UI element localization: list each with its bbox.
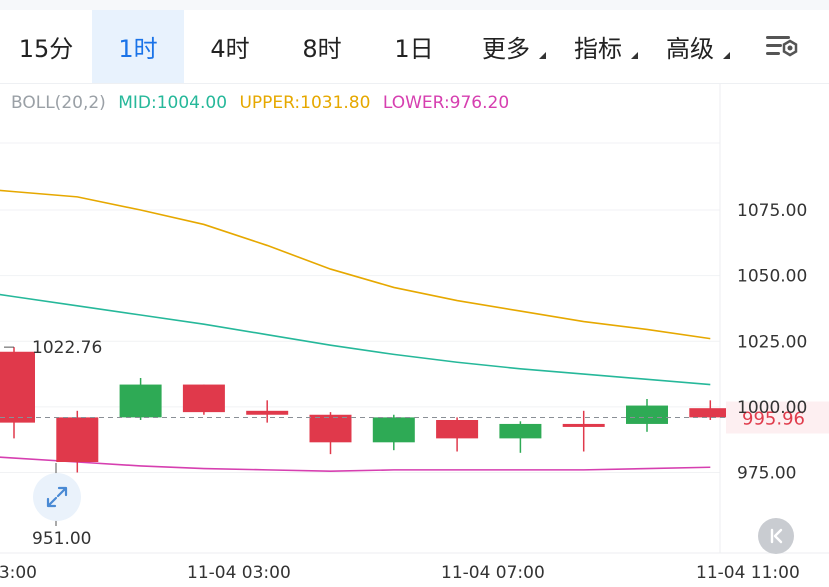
top-strip (0, 0, 829, 10)
y-axis-tick-label: 1025.00 (737, 332, 807, 352)
last-price-tag (726, 401, 829, 434)
tab-4hour[interactable]: 4时 (210, 35, 250, 63)
legend-mid: MID:1004.00 (118, 93, 228, 113)
chart-settings-icon[interactable] (762, 30, 802, 64)
expand-button[interactable] (33, 473, 81, 521)
legend-indicator-name: BOLL(20,2) (11, 93, 106, 113)
x-axis-tick-label: 11-04 03:00 (187, 563, 291, 583)
tab-8hour[interactable]: 8时 (302, 35, 342, 63)
dropdown-triangle-icon (631, 52, 638, 59)
high-price-label: 1022.76 (32, 338, 102, 358)
y-axis-tick-label: 975.00 (737, 464, 796, 484)
dropdown-triangle-icon (723, 52, 730, 59)
tab-more[interactable]: 更多 (460, 10, 552, 83)
expand-icon (46, 486, 68, 508)
x-axis-tick-label: 11-04 11:00 (696, 563, 800, 583)
candle-body (499, 423, 542, 439)
scroll-to-latest-button[interactable] (758, 518, 794, 554)
tab-15min[interactable]: 15分 (18, 35, 74, 63)
candle-body (309, 414, 352, 443)
tab-indicators[interactable]: 指标 (552, 10, 644, 83)
x-axis-tick-label: 23:00 (0, 563, 37, 583)
candle-body (436, 420, 479, 439)
tab-1hour[interactable]: 1时 (92, 10, 184, 83)
candle-body (626, 405, 668, 424)
y-axis-tick-label: 1075.00 (737, 201, 807, 221)
tab-1day[interactable]: 1日 (394, 35, 434, 63)
last-price-label: 995.96 (742, 408, 805, 429)
candle-body (56, 417, 99, 462)
x-axis-tick-label: 11-04 07:00 (441, 563, 545, 583)
candle-body (689, 408, 732, 418)
double-chevron-left-icon (770, 528, 783, 544)
y-axis-tick-label: 1000.00 (737, 398, 807, 418)
legend-lower: LOWER:976.20 (382, 93, 510, 113)
dropdown-triangle-icon (539, 52, 546, 59)
low-price-label: 951.00 (32, 529, 91, 549)
boll-lower-line (0, 456, 711, 472)
boll-mid-line (0, 293, 711, 386)
boll-legend: BOLL(20,2) MID:1004.00 UPPER:1031.80 LOW… (11, 93, 516, 115)
candle-body (246, 410, 289, 415)
legend-upper: UPPER:1031.80 (239, 93, 371, 113)
y-axis-tick-label: 1050.00 (737, 267, 807, 287)
candle-body (182, 384, 225, 413)
tab-advanced[interactable]: 高级 (644, 10, 736, 83)
candle-body (562, 423, 605, 427)
period-toolbar: 15分 1时 4时 8时 1日 更多 指标 高级 (0, 0, 829, 84)
candle-body (0, 351, 35, 423)
boll-upper-line (0, 189, 711, 340)
candle-body (372, 417, 415, 443)
candle-body (119, 384, 162, 418)
